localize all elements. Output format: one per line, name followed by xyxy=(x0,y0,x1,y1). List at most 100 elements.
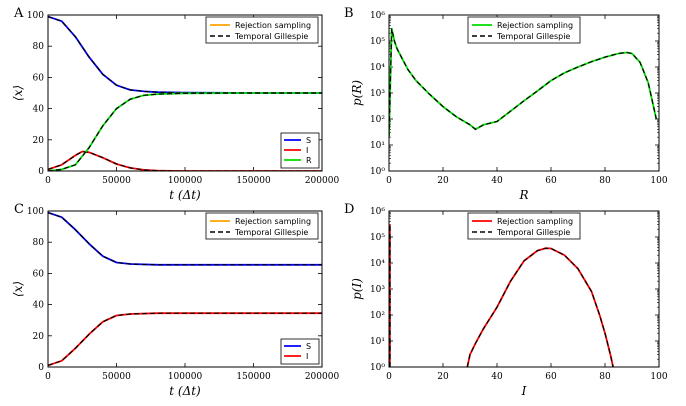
legend-box xyxy=(205,16,319,44)
y-tick-label: 80 xyxy=(33,238,45,248)
y-tick-label: 20 xyxy=(33,136,45,146)
x-tick-label: 150000 xyxy=(236,176,271,186)
x-tick-label: 20 xyxy=(437,176,449,186)
panel-label: B xyxy=(344,6,354,21)
x-tick-label: 20 xyxy=(437,372,449,382)
x-axis-label: R xyxy=(518,188,528,202)
panel-label: D xyxy=(344,202,354,217)
x-tick-label: 40 xyxy=(491,372,503,382)
y-axis-label: p(I) xyxy=(350,278,364,300)
series-R-dashed xyxy=(48,92,322,171)
legend-label: Rejection sampling xyxy=(497,217,573,226)
series-R-distribution-dashed xyxy=(389,28,657,138)
legend-label: S xyxy=(306,136,311,145)
method-legend: Rejection sampling Temporal Gillespie xyxy=(205,16,319,44)
y-tick-label: 60 xyxy=(33,73,45,83)
legend-label: Rejection sampling xyxy=(497,21,573,30)
series-group xyxy=(389,27,658,138)
compartment-legend: SI xyxy=(280,338,320,365)
legend-label: I xyxy=(306,146,308,155)
x-tick-label: 50000 xyxy=(102,372,131,382)
legend-label: Temporal Gillespie xyxy=(234,228,308,237)
y-tick-label: 40 xyxy=(33,105,45,115)
y-tick-label: 0 xyxy=(38,363,44,373)
y-tick-label: 10⁴ xyxy=(370,63,385,73)
y-tick-label: 100 xyxy=(27,207,44,217)
legend-label: Rejection sampling xyxy=(235,217,311,226)
legend-label: Temporal Gillespie xyxy=(234,32,308,41)
x-tick-label: 150000 xyxy=(236,372,271,382)
x-tick-label: 200000 xyxy=(305,372,340,382)
series-R-distribution-line xyxy=(389,27,658,138)
legend-box xyxy=(280,338,320,365)
panel-C: 0 50000 100000 150000 200000 0 20 40 60 80 100 t (Δ… xyxy=(11,202,339,398)
legend-label: I xyxy=(306,352,308,361)
x-tick-label: 40 xyxy=(491,176,503,186)
y-tick-label: 10⁴ xyxy=(370,259,385,269)
x-tick-label: 100 xyxy=(650,372,667,382)
y-tick-label: 100 xyxy=(27,11,44,21)
legend-box xyxy=(467,16,581,44)
panel-label: A xyxy=(13,6,24,21)
y-axis-label: ⟨x⟩ xyxy=(11,85,25,101)
x-tick-label: 60 xyxy=(545,176,557,186)
y-tick-label: 10⁰ xyxy=(370,167,385,177)
x-axis-label: t (Δt) xyxy=(169,188,201,202)
x-axis-label: I xyxy=(521,384,527,398)
series-I-distribution-dashed xyxy=(466,247,614,367)
x-tick-label: 80 xyxy=(599,176,611,186)
y-tick-label: 10² xyxy=(370,115,385,125)
y-axis-label: ⟨x⟩ xyxy=(11,281,25,297)
legend-label: Temporal Gillespie xyxy=(496,32,570,41)
series-group xyxy=(389,224,614,367)
y-tick-label: 40 xyxy=(33,301,45,311)
plot-frame xyxy=(388,14,660,172)
panel-D: 0 20 40 60 80 100 10⁰ 10¹ 10² 10³ 10⁴ 10⁵ 10⁶ Ip(I) D R… xyxy=(344,202,668,398)
y-axis-label: p(R) xyxy=(350,80,364,106)
y-tick-label: 10⁰ xyxy=(370,363,385,373)
series-I-dashed xyxy=(48,312,322,366)
x-tick-label: 100 xyxy=(650,176,667,186)
legend-label: Temporal Gillespie xyxy=(496,228,570,237)
y-tick-label: 60 xyxy=(33,269,45,279)
legend-label: Rejection sampling xyxy=(235,21,311,30)
legend-label: R xyxy=(306,156,312,165)
panel-A: 0 50000 100000 150000 200000 0 20 40 60 80 100 t (Δ… xyxy=(11,6,339,202)
x-tick-label: 50000 xyxy=(102,176,131,186)
plot-frame xyxy=(47,210,323,368)
series-I-distribution-line xyxy=(466,247,614,367)
method-legend: Rejection sampling Temporal Gillespie xyxy=(467,212,581,240)
series-group xyxy=(48,211,322,367)
legend-box xyxy=(467,212,581,240)
x-tick-label: 60 xyxy=(545,372,557,382)
y-tick-label: 10³ xyxy=(370,89,385,99)
compartment-legend: SIR xyxy=(280,132,320,169)
method-legend: Rejection sampling Temporal Gillespie xyxy=(467,16,581,44)
y-tick-label: 10⁵ xyxy=(370,233,385,243)
plot-frame xyxy=(47,14,323,172)
plot-frame xyxy=(388,210,660,368)
panel-B: 0 20 40 60 80 100 10⁰ 10¹ 10² 10³ 10⁴ 10⁵ 10⁶ Rp(R) B R… xyxy=(344,6,668,202)
legend-label: S xyxy=(306,342,311,351)
y-tick-label: 10⁶ xyxy=(370,207,385,217)
method-legend: Rejection sampling Temporal Gillespie xyxy=(205,212,319,240)
x-tick-label: 0 xyxy=(45,176,51,186)
panel-label: C xyxy=(14,202,24,217)
series-S-dashed xyxy=(48,212,322,266)
x-tick-label: 0 xyxy=(45,372,51,382)
x-tick-label: 200000 xyxy=(305,176,340,186)
x-tick-label: 0 xyxy=(386,372,392,382)
x-tick-label: 100000 xyxy=(168,176,203,186)
y-tick-label: 10³ xyxy=(370,285,385,295)
x-tick-label: 0 xyxy=(386,176,392,186)
y-tick-label: 10¹ xyxy=(370,337,385,347)
y-tick-label: 10¹ xyxy=(370,141,385,151)
x-tick-label: 100000 xyxy=(168,372,203,382)
y-tick-label: 20 xyxy=(33,332,45,342)
x-axis-label: t (Δt) xyxy=(169,384,201,398)
y-tick-label: 10² xyxy=(370,311,385,321)
x-tick-label: 80 xyxy=(599,372,611,382)
y-tick-label: 10⁶ xyxy=(370,11,385,21)
y-tick-label: 10⁵ xyxy=(370,37,385,47)
